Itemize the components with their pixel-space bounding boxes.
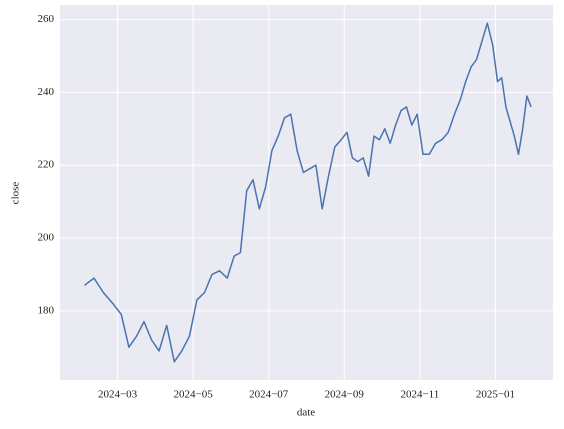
x-tick-label: 2024−07 bbox=[249, 389, 289, 401]
x-axis-label: date bbox=[297, 407, 315, 419]
x-tick-label: 2024−05 bbox=[174, 389, 214, 401]
plot-background bbox=[60, 5, 553, 380]
marks bbox=[84, 22, 532, 363]
price-line bbox=[84, 22, 532, 363]
x-tick-label: 2024−09 bbox=[325, 389, 365, 401]
x-tick-label: 2025−01 bbox=[476, 389, 515, 401]
y-tick-label: 260 bbox=[38, 13, 55, 25]
x-tick-label: 2024−11 bbox=[400, 389, 439, 401]
y-tick-label: 200 bbox=[38, 232, 55, 244]
y-tick-label: 180 bbox=[38, 304, 55, 316]
y-axis-label: close bbox=[10, 182, 22, 205]
y-tick-label: 220 bbox=[38, 159, 55, 171]
x-tick-label: 2024−03 bbox=[98, 389, 138, 401]
y-tick-label: 240 bbox=[38, 86, 55, 98]
